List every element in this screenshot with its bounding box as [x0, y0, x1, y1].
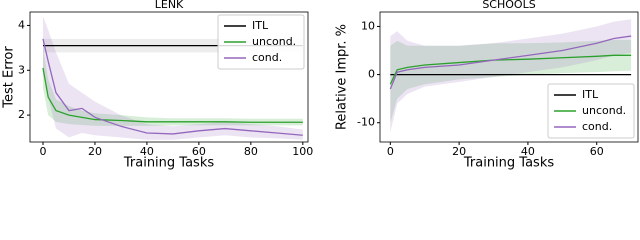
- legend-box: [217, 14, 305, 70]
- legend-label: cond.: [252, 51, 282, 64]
- y-axis-label: Test Error: [2, 46, 17, 109]
- x-tick-label: 40: [140, 145, 154, 158]
- x-axis-label: Training Tasks: [463, 156, 554, 171]
- band: [42, 47, 303, 126]
- line: [42, 67, 303, 123]
- x-tick-label: 60: [192, 145, 206, 158]
- x-tick-label: 20: [88, 145, 102, 158]
- x-tick-label: 80: [244, 145, 258, 158]
- band: [390, 19, 632, 133]
- legend-label: uncond.: [582, 104, 626, 117]
- plot-frame: [29, 11, 309, 143]
- plot-frame: [379, 11, 639, 143]
- x-tick-label: 20: [452, 145, 466, 158]
- y-tick-label: 4: [18, 18, 25, 31]
- legend-label: ITL: [582, 88, 599, 101]
- chart-title: LENK: [155, 0, 184, 11]
- y-tick-label: -10: [357, 116, 375, 129]
- y-tick-label: 10: [361, 19, 375, 32]
- chart-title: SCHOOLS: [482, 0, 535, 11]
- x-tick-label: 100: [292, 145, 313, 158]
- y-axis-label: Relative Impr. %: [335, 24, 350, 130]
- x-tick-label: 0: [39, 145, 46, 158]
- legend-label: uncond.: [252, 35, 296, 48]
- line: [389, 35, 632, 90]
- legend-box: [547, 83, 635, 139]
- y-tick-label: 0: [368, 68, 375, 81]
- y-tick-label: 2: [18, 108, 25, 121]
- legend-label: cond.: [582, 120, 612, 133]
- line: [42, 38, 303, 136]
- x-tick-label: 40: [521, 145, 535, 158]
- y-tick-label: 3: [18, 63, 25, 76]
- x-tick-label: 60: [590, 145, 604, 158]
- legend-label: ITL: [252, 19, 269, 32]
- band: [390, 39, 632, 123]
- x-axis-label: Training Tasks: [123, 156, 214, 171]
- x-tick-label: 0: [387, 145, 394, 158]
- band: [42, 16, 303, 140]
